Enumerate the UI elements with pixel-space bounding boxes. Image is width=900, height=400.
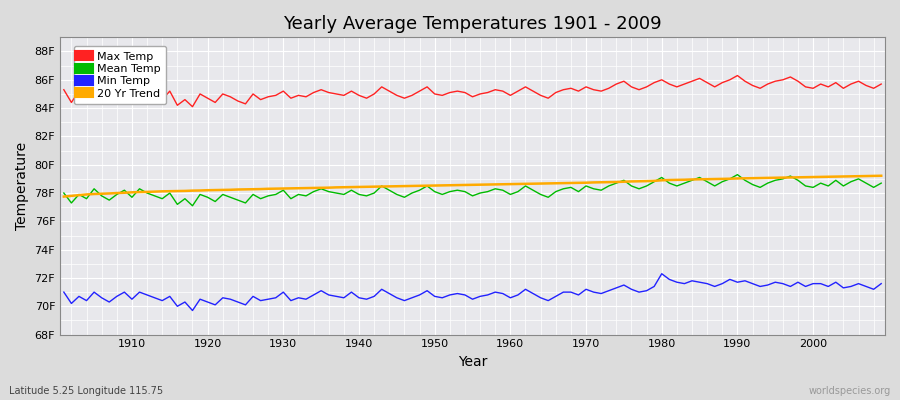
Mean Temp xyxy=(187,203,198,208)
Text: Latitude 5.25 Longitude 115.75: Latitude 5.25 Longitude 115.75 xyxy=(9,386,163,396)
Mean Temp xyxy=(512,189,523,194)
Mean Temp xyxy=(58,191,69,196)
Min Temp xyxy=(505,295,516,300)
Min Temp xyxy=(338,295,349,300)
Min Temp xyxy=(58,290,69,294)
Mean Temp xyxy=(119,188,130,193)
Min Temp xyxy=(512,292,523,297)
Max Temp xyxy=(732,73,742,78)
Max Temp xyxy=(187,104,198,109)
Mean Temp xyxy=(732,172,742,177)
Max Temp xyxy=(119,86,130,91)
Max Temp xyxy=(505,93,516,98)
20 Yr Trend xyxy=(285,186,296,191)
20 Yr Trend xyxy=(119,190,130,195)
Min Temp xyxy=(603,288,614,293)
Text: worldspecies.org: worldspecies.org xyxy=(809,386,891,396)
Mean Temp xyxy=(338,192,349,197)
20 Yr Trend xyxy=(331,185,342,190)
Line: Min Temp: Min Temp xyxy=(64,274,881,310)
Min Temp xyxy=(187,308,198,313)
Max Temp xyxy=(512,89,523,94)
Mean Temp xyxy=(603,184,614,188)
20 Yr Trend xyxy=(596,180,607,185)
Min Temp xyxy=(656,271,667,276)
Mean Temp xyxy=(293,192,304,197)
Title: Yearly Average Temperatures 1901 - 2009: Yearly Average Temperatures 1901 - 2009 xyxy=(284,15,662,33)
Min Temp xyxy=(119,290,130,294)
Max Temp xyxy=(603,86,614,91)
Max Temp xyxy=(58,87,69,92)
Mean Temp xyxy=(876,181,886,186)
X-axis label: Year: Year xyxy=(458,355,487,369)
Min Temp xyxy=(876,281,886,286)
Line: Max Temp: Max Temp xyxy=(64,76,881,107)
Max Temp xyxy=(338,93,349,98)
Mean Temp xyxy=(505,192,516,197)
20 Yr Trend xyxy=(58,194,69,199)
Line: 20 Yr Trend: 20 Yr Trend xyxy=(64,176,881,196)
Max Temp xyxy=(293,93,304,98)
Y-axis label: Temperature: Temperature xyxy=(15,142,29,230)
Max Temp xyxy=(876,82,886,86)
Legend: Max Temp, Mean Temp, Min Temp, 20 Yr Trend: Max Temp, Mean Temp, Min Temp, 20 Yr Tre… xyxy=(74,46,166,104)
Line: Mean Temp: Mean Temp xyxy=(64,175,881,206)
20 Yr Trend xyxy=(498,182,508,187)
20 Yr Trend xyxy=(505,182,516,186)
20 Yr Trend xyxy=(876,173,886,178)
Min Temp xyxy=(293,295,304,300)
